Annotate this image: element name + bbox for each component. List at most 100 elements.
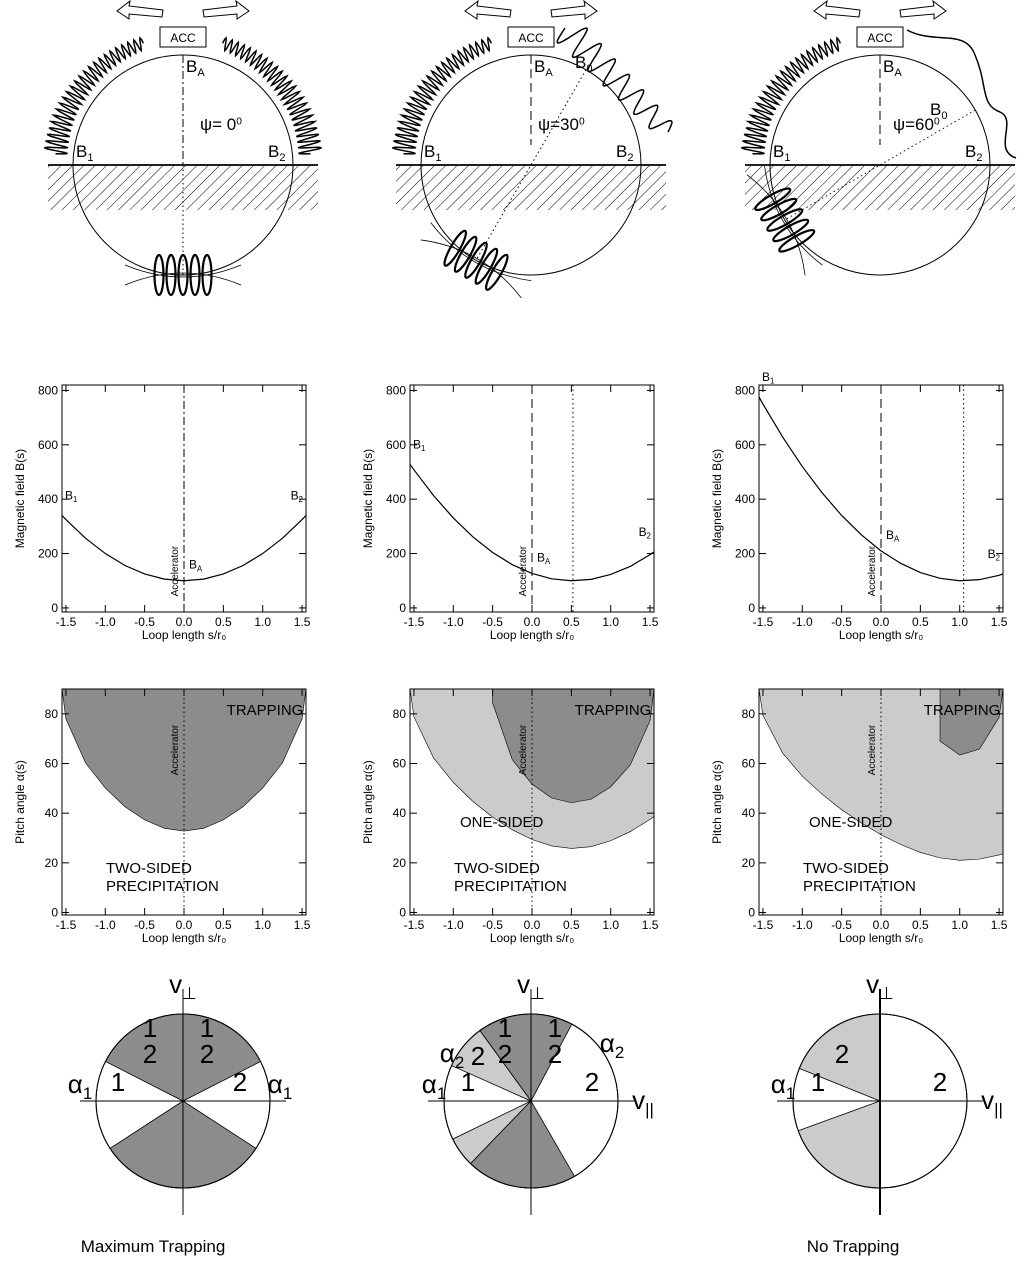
velocity-label-main: α xyxy=(600,1028,615,1058)
loop-label-main: B xyxy=(186,57,197,76)
helix-loop xyxy=(177,253,189,297)
region-label: PRECIPITATION xyxy=(803,878,916,895)
velocity-label-sub: 1 xyxy=(83,1084,92,1103)
loop-label-main: B xyxy=(424,142,435,161)
acc-box xyxy=(159,26,207,48)
loop-label: B1 xyxy=(773,142,791,164)
loop-label-main: B xyxy=(616,142,627,161)
loop-label-sub: 0 xyxy=(586,63,592,75)
plot-area xyxy=(62,689,306,915)
helix-loop xyxy=(778,228,816,253)
x-tick-label: 0.5 xyxy=(563,615,580,629)
velocity-label-main: v xyxy=(866,969,879,999)
x-tick-label: 0.5 xyxy=(563,918,580,932)
field-curve xyxy=(759,396,1003,582)
field-line xyxy=(124,272,242,286)
escaping-wave xyxy=(556,27,673,133)
velocity-label-main: α xyxy=(68,1069,83,1099)
velocity-label: 2 xyxy=(585,1067,599,1097)
y-tick-label: 600 xyxy=(386,438,406,452)
footpoint-label-sub: 2 xyxy=(299,495,303,504)
loop-label-main: B xyxy=(883,57,894,76)
loop-label-main: B xyxy=(930,100,941,119)
x-tick-label: 1.5 xyxy=(991,615,1008,629)
y-tick-label: 0 xyxy=(51,906,58,920)
x-tick-label: 1.0 xyxy=(254,918,271,932)
velocity-label-main: 1 xyxy=(111,1067,125,1097)
y-tick-label: 200 xyxy=(735,547,755,561)
loop-label-sup: 0 xyxy=(579,116,585,127)
velocity-label-main: α xyxy=(422,1069,437,1099)
x-tick-label: 1.0 xyxy=(951,615,968,629)
helix-loop xyxy=(189,253,201,297)
velocity-label-main: 2 xyxy=(835,1039,849,1069)
x-axis-label: Loop length s/r₀ xyxy=(490,628,574,642)
y-tick-label: 40 xyxy=(742,806,756,820)
x-tick-label: -1.0 xyxy=(443,918,464,932)
loop-label-main: ψ=60 xyxy=(893,115,934,134)
velocity-label: v|| xyxy=(632,1085,654,1119)
x-tick-label: -1.5 xyxy=(753,615,774,629)
x-tick-label: 1.0 xyxy=(254,615,271,629)
x-tick-label: 1.5 xyxy=(991,918,1008,932)
velocity-label: v⊥ xyxy=(866,969,894,1003)
loop-label-sub: 1 xyxy=(87,152,93,164)
velocity-label-main: 2 xyxy=(233,1067,247,1097)
y-tick-label: 200 xyxy=(38,547,58,561)
x-tick-label: -1.0 xyxy=(792,918,813,932)
velocity-label-main: 1 xyxy=(461,1067,475,1097)
y-tick-label: 0 xyxy=(748,601,755,615)
accelerator-label: Accelerator xyxy=(518,545,529,596)
loop-label: B2 xyxy=(268,142,286,164)
region-label: TWO-SIDED xyxy=(454,860,540,877)
loop-label-main: B xyxy=(76,142,87,161)
loop-label-main: ψ=30 xyxy=(538,115,579,134)
loop-label: ψ=600 xyxy=(893,115,940,134)
loop-label-sub: 2 xyxy=(279,152,285,164)
y-tick-label: 20 xyxy=(393,856,407,870)
velocity-label-main: v xyxy=(981,1085,994,1115)
x-axis-label: Loop length s/r₀ xyxy=(839,628,923,642)
velocity-label-sub: || xyxy=(994,1100,1003,1119)
region-label: PRECIPITATION xyxy=(454,878,567,895)
beam-arrow xyxy=(813,0,861,20)
accelerator-label: Accelerator xyxy=(867,724,878,775)
velocity-label-main: 1 xyxy=(548,1013,562,1043)
velocity-label-main: 2 xyxy=(548,1039,562,1069)
footpoint-label-main: B xyxy=(413,437,421,451)
y-tick-label: 0 xyxy=(399,601,406,615)
y-axis-label: Pitch angle α(s) xyxy=(710,760,724,844)
x-tick-label: 0.5 xyxy=(912,615,929,629)
velocity-label-main: v xyxy=(632,1085,645,1115)
velocity-label-main: α xyxy=(268,1069,283,1099)
velocity-label-main: 1 xyxy=(811,1067,825,1097)
helix-loop xyxy=(772,218,810,243)
y-tick-label: 600 xyxy=(38,438,58,452)
loop-label-main: B xyxy=(965,142,976,161)
acc-box xyxy=(856,26,904,48)
y-tick-label: 40 xyxy=(393,806,407,820)
velocity-label: v⊥ xyxy=(517,969,545,1003)
field-line xyxy=(746,174,806,276)
region-label: ONE-SIDED xyxy=(460,814,544,831)
velocity-label: v|| xyxy=(981,1085,1003,1119)
x-tick-label: -1.0 xyxy=(95,615,116,629)
loop-label-main: B xyxy=(534,57,545,76)
x-tick-label: -1.5 xyxy=(404,918,425,932)
apex-label-sub: A xyxy=(197,564,203,573)
y-axis-label: Magnetic field B(s) xyxy=(13,449,27,548)
y-tick-label: 80 xyxy=(45,707,59,721)
loop-label-sub: 2 xyxy=(627,152,633,164)
x-tick-label: 1.5 xyxy=(294,918,311,932)
x-tick-label: -1.5 xyxy=(753,918,774,932)
x-tick-label: -1.0 xyxy=(792,615,813,629)
loop-label-sup: 0 xyxy=(934,116,940,127)
x-tick-label: -1.0 xyxy=(95,918,116,932)
x-tick-label: -0.5 xyxy=(134,615,155,629)
footpoint-label: B1 xyxy=(413,437,425,453)
velocity-label-main: 2 xyxy=(498,1039,512,1069)
loop-label-sub: A xyxy=(894,67,902,79)
accelerator-label: Accelerator xyxy=(867,545,878,596)
x-tick-label: 1.5 xyxy=(642,615,659,629)
